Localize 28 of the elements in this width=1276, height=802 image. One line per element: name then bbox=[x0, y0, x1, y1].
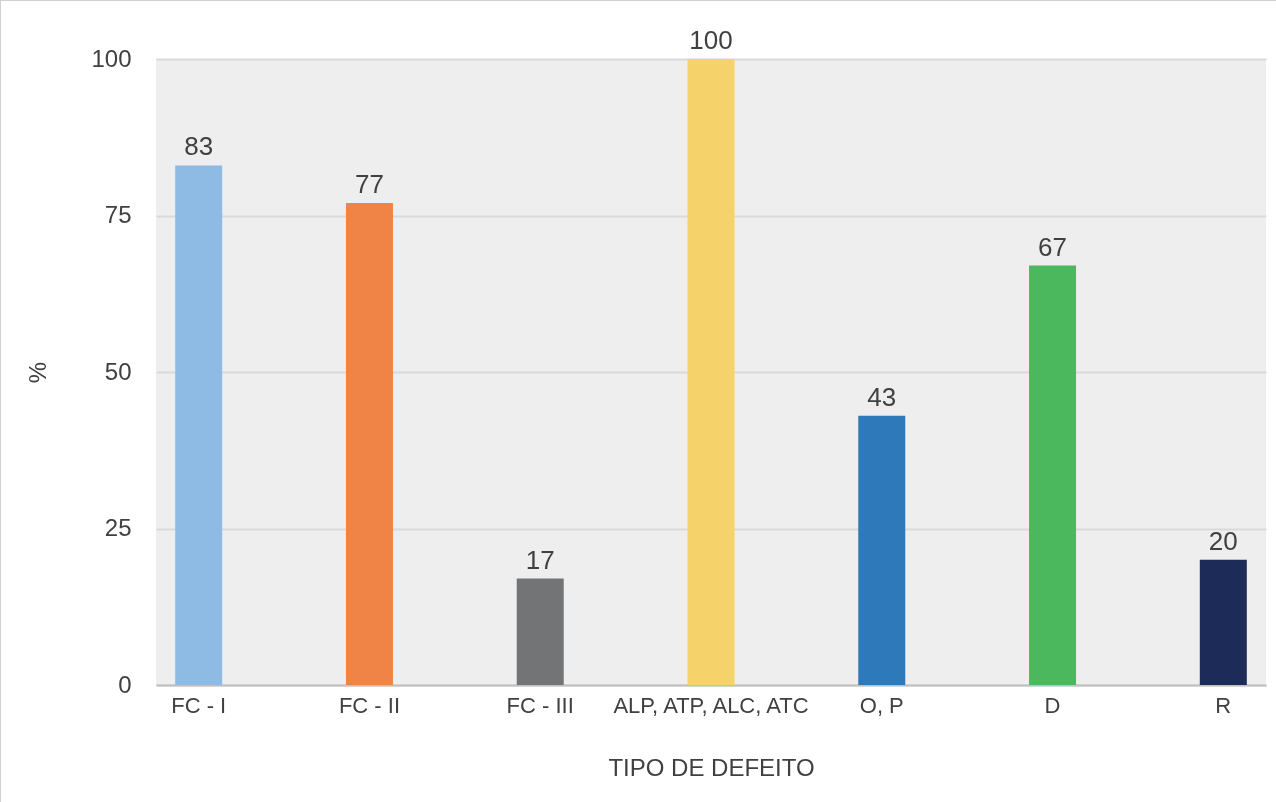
data-label: 83 bbox=[184, 131, 214, 162]
data-label: 43 bbox=[867, 381, 897, 412]
y-tick-label: 50 bbox=[104, 357, 132, 385]
data-label: 67 bbox=[1038, 231, 1067, 262]
x-tick-label: FC - III bbox=[506, 692, 574, 718]
bar bbox=[175, 165, 223, 685]
bar bbox=[516, 578, 564, 685]
x-tick-label: ALP, ATP, ALC, ATC bbox=[613, 692, 809, 718]
data-label: 17 bbox=[525, 544, 555, 575]
x-tick-label: O, P bbox=[859, 692, 904, 718]
bar bbox=[1199, 559, 1247, 685]
bar bbox=[345, 202, 393, 685]
x-tick-label: D bbox=[1044, 692, 1061, 718]
y-tick-label: 0 bbox=[118, 670, 132, 698]
bar bbox=[1029, 265, 1077, 685]
x-tick-label: FC - I bbox=[171, 692, 227, 718]
bar bbox=[858, 415, 906, 685]
y-axis-title: % bbox=[24, 361, 52, 384]
data-label: 20 bbox=[1208, 525, 1238, 556]
bar bbox=[687, 59, 735, 685]
x-tick-label: FC - II bbox=[338, 692, 401, 718]
y-tick-label: 75 bbox=[104, 201, 132, 228]
x-axis-title: TIPO DE DEFEITO bbox=[608, 753, 815, 781]
y-tick-label: 100 bbox=[91, 44, 132, 72]
y-tick-label: 25 bbox=[104, 514, 132, 541]
data-label: 77 bbox=[355, 168, 384, 199]
x-tick-label: R bbox=[1215, 692, 1232, 718]
data-label: 100 bbox=[689, 25, 733, 55]
